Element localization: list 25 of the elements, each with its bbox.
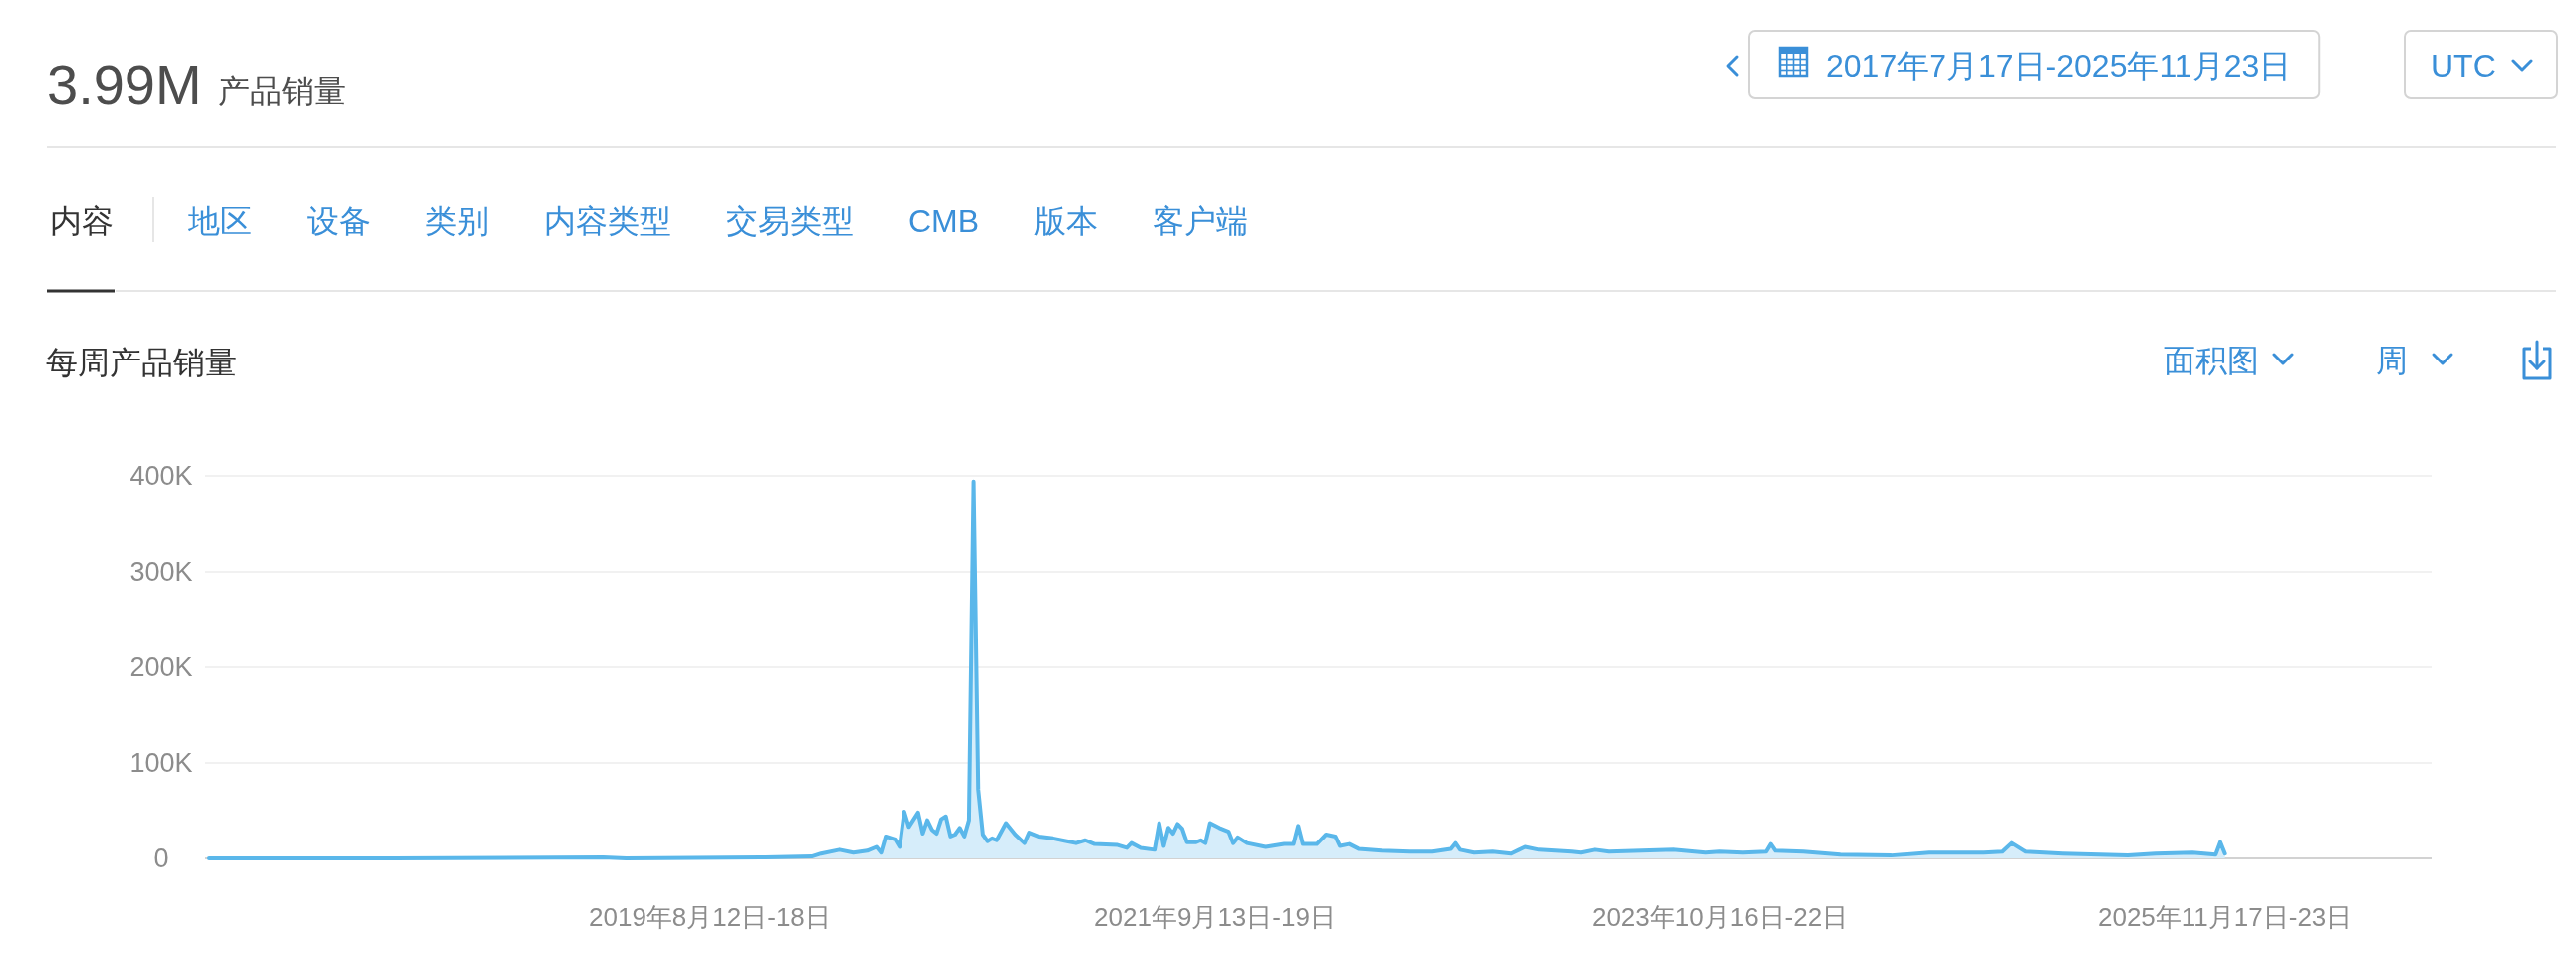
text: 地区 [187,203,252,239]
text: 周 [2376,343,2408,378]
text: 版本 [1034,203,1099,239]
text: 2017年7月17日-2025年11月23日 [1826,48,2292,84]
text: 设备 [307,203,371,239]
text: 内容类型 [544,203,671,239]
text: 类别 [425,203,489,239]
text: 3.99M [47,53,202,116]
text: UTC [2431,48,2496,84]
text: 客户端 [1153,203,1249,239]
y-tick-label: 100K [129,748,193,778]
chart-title: 每周产品销量 [46,345,237,380]
text: 产品销量 [217,73,346,109]
x-tick-label: 2019年8月12日-18日 [589,902,831,932]
text: 内容 [50,203,114,239]
text: 面积图 [2164,343,2259,378]
y-tick-label: 200K [129,652,193,682]
x-tick-label: 2023年10月16日-22日 [1591,902,1849,932]
y-tick-label: 400K [129,461,193,491]
text: CMB [908,203,980,239]
text: 交易类型 [726,203,854,239]
y-tick-label: 0 [153,843,169,873]
x-tick-label: 2025年11月17日-23日 [2097,902,2353,932]
y-tick-label: 300K [129,557,193,587]
x-tick-label: 2021年9月13日-19日 [1094,902,1336,932]
